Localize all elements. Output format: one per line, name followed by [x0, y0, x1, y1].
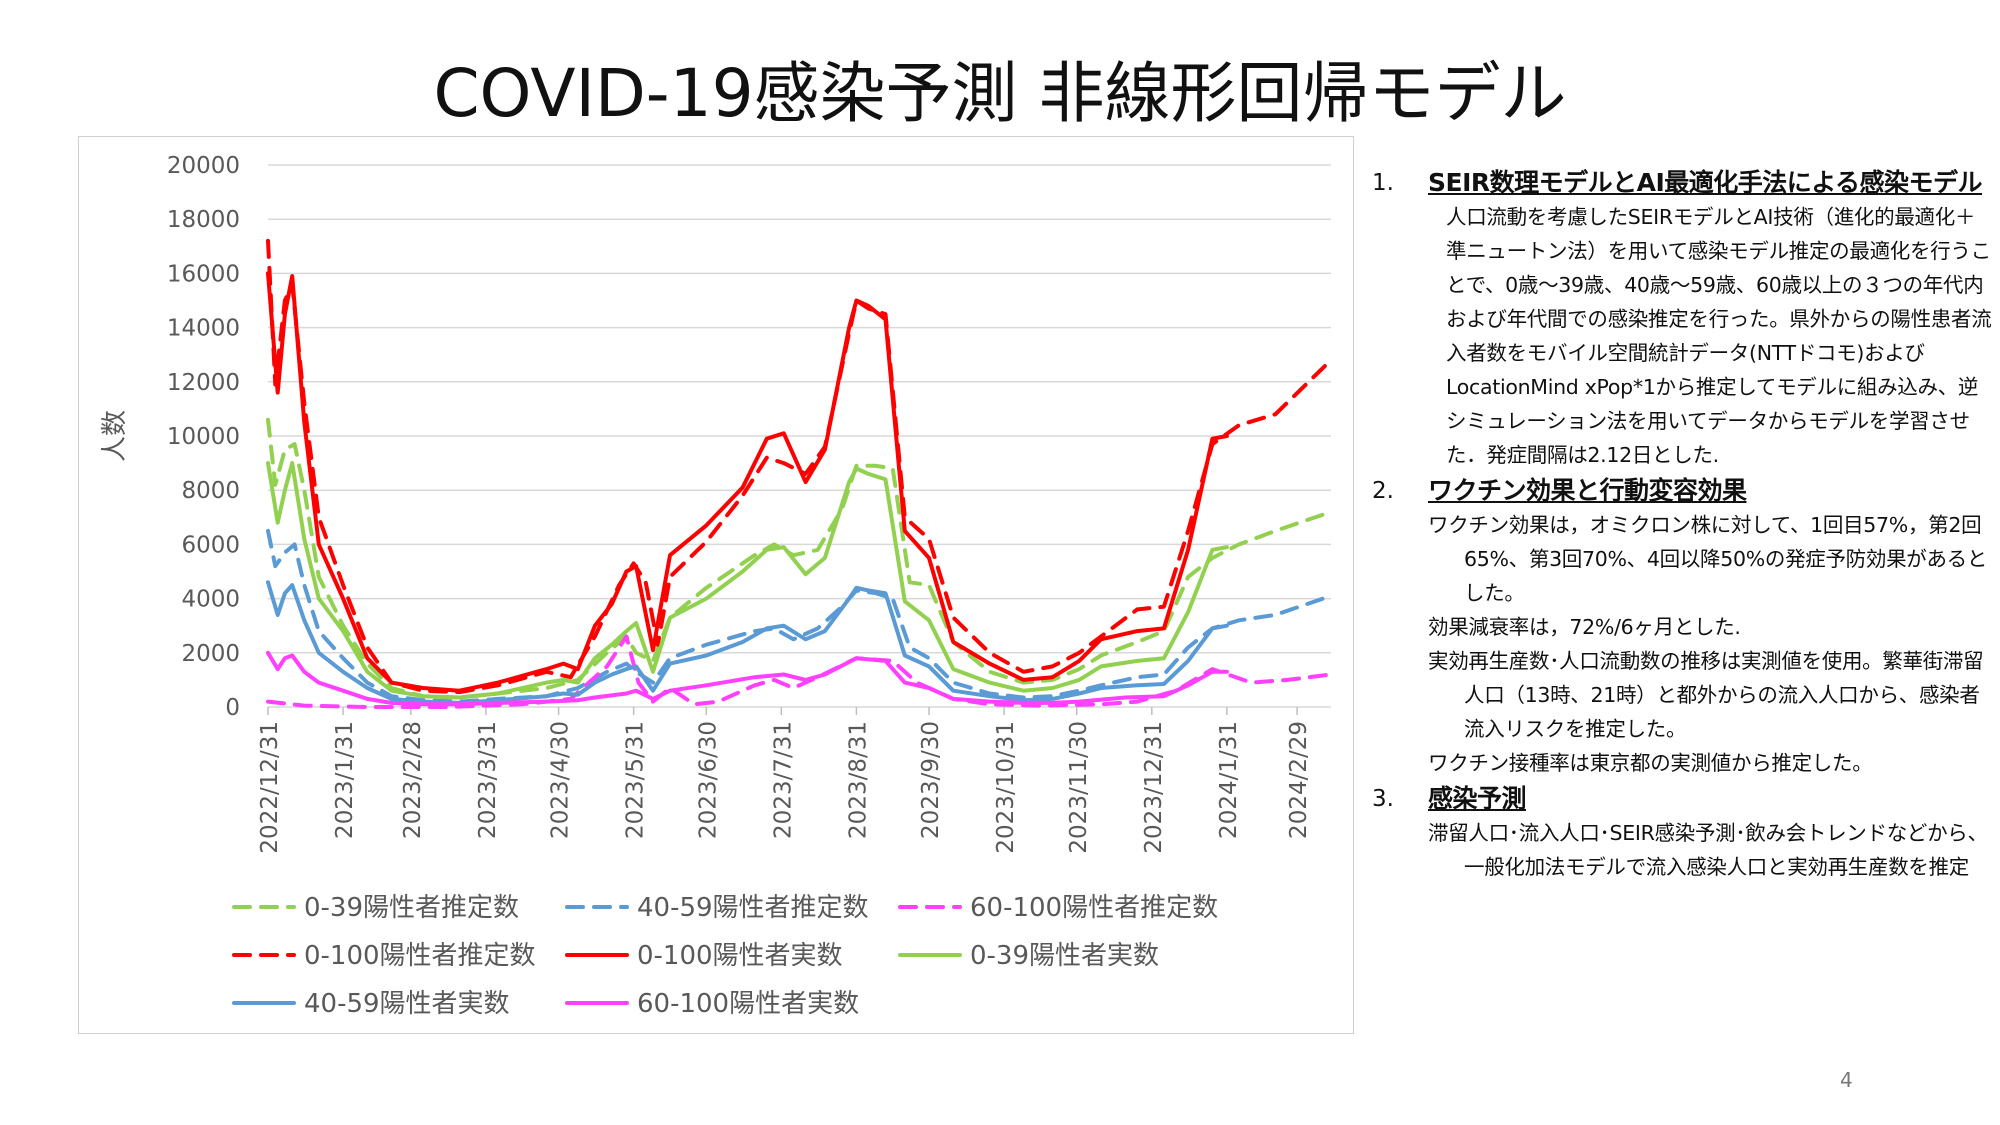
section-heading: SEIR数理モデルとAI最適化手法による感染モデル	[1428, 168, 1983, 197]
y-tick-label: 6000	[181, 532, 240, 558]
section-paragraph: 滞留人口･流入人口･SEIR感染予測･飲み会トレンドなどから、一般化加法モデルで…	[1428, 821, 1988, 879]
section-paragraph: ワクチン効果は，オミクロン株に対して、1回目57%，第2回65%、第3回70%、…	[1428, 513, 1988, 605]
y-tick-label: 16000	[167, 261, 240, 287]
legend-label: 60-100陽性者推定数	[970, 893, 1218, 923]
series-line	[266, 650, 1229, 707]
series-line	[266, 580, 1229, 705]
y-tick-label: 0	[225, 695, 240, 721]
y-axis-label: 人数	[100, 410, 130, 462]
y-tick-label: 10000	[167, 424, 240, 450]
series-line	[266, 238, 1333, 695]
legend-label: 0-100陽性者実数	[637, 941, 843, 971]
note-section-2: 2. ワクチン効果と行動変容効果	[1372, 474, 1992, 508]
x-tick-label: 2023/5/31	[623, 721, 649, 839]
x-tick-label: 2023/9/30	[918, 721, 944, 839]
section-number: 3.	[1372, 786, 1394, 812]
section-number: 1.	[1372, 170, 1394, 196]
x-tick-label: 2023/11/30	[1066, 721, 1092, 854]
section-paragraph: ワクチン接種率は東京都の実測値から推定した。	[1428, 751, 1873, 775]
slide-title: COVID-19感染予測 非線形回帰モデル	[433, 55, 1567, 132]
x-tick-label: 2023/2/28	[400, 721, 426, 839]
legend-label: 0-39陽性者推定数	[304, 893, 519, 923]
series-line	[266, 417, 1333, 700]
series-line	[266, 461, 1229, 700]
section-paragraph: 人口流動を考慮したSEIRモデルとAI技術（進化的最適化＋準ニュートン法）を用い…	[1446, 205, 1992, 467]
x-tick-label: 2023/3/31	[475, 721, 501, 839]
y-tick-label: 2000	[181, 641, 240, 667]
notes-panel: 1. SEIR数理モデルとAI最適化手法による感染モデル 人口流動を考慮したSE…	[1372, 166, 1992, 884]
series-line	[266, 528, 1333, 704]
note-section-3: 3. 感染予測	[1372, 782, 1992, 816]
x-tick-label: 2023/10/31	[993, 721, 1019, 854]
y-tick-label: 18000	[167, 207, 240, 233]
x-tick-label: 2023/1/31	[332, 721, 358, 839]
section-heading: 感染予測	[1428, 784, 1527, 813]
y-tick-label: 4000	[181, 587, 240, 613]
x-tick-label: 2022/12/31	[257, 721, 283, 854]
x-tick-label: 2023/7/31	[770, 721, 796, 839]
legend-label: 0-100陽性者推定数	[304, 941, 536, 971]
series-line	[266, 271, 1229, 693]
section-number: 2.	[1372, 478, 1394, 504]
x-tick-label: 2023/6/30	[695, 721, 721, 839]
note-section-1: 1. SEIR数理モデルとAI最適化手法による感染モデル	[1372, 166, 1992, 200]
section-heading: ワクチン効果と行動変容効果	[1428, 476, 1747, 505]
x-tick-label: 2024/1/31	[1216, 721, 1242, 839]
y-tick-label: 14000	[167, 316, 240, 342]
legend-label: 40-59陽性者実数	[304, 989, 510, 1019]
y-tick-label: 12000	[167, 370, 240, 396]
x-tick-label: 2023/12/31	[1141, 721, 1167, 854]
x-tick-label: 2024/2/29	[1286, 721, 1312, 839]
legend-label: 40-59陽性者推定数	[637, 893, 869, 923]
section-paragraph: 実効再生産数･人口流動数の推移は実測値を使用。繁華街滞留人口（13時、21時）と…	[1428, 649, 1984, 741]
page-number: 4	[1840, 1068, 1853, 1092]
x-tick-label: 2023/8/31	[845, 721, 871, 839]
section-paragraph: 効果減衰率は，72%/6ヶ月とした.	[1428, 615, 1741, 639]
line-chart: 0 2000 4000 6000 8000 10000 12000 14000 16000 180…	[100, 153, 1333, 1019]
legend-label: 60-100陽性者実数	[637, 989, 859, 1019]
x-tick-label: 2023/4/30	[548, 721, 574, 839]
chart-frame: 0 2000 4000 6000 8000 10000 12000 14000 16000 180…	[78, 136, 1354, 1034]
y-tick-label: 20000	[167, 153, 240, 179]
legend-label: 0-39陽性者実数	[970, 941, 1159, 971]
y-tick-label: 8000	[181, 478, 240, 504]
